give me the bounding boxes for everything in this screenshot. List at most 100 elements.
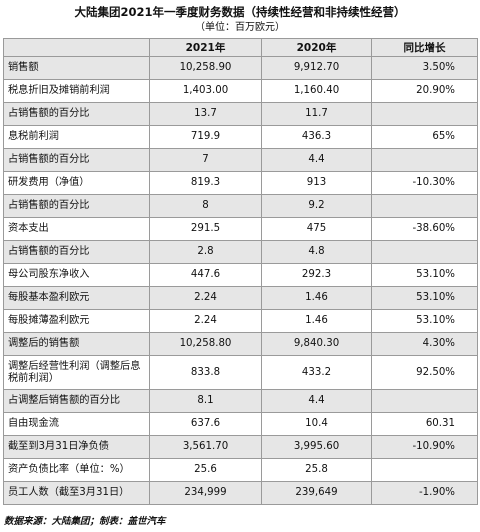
unit-note: （单位：百万欧元） bbox=[195, 22, 285, 33]
table-row: 调整后经营性利润（调整后息税前利润） 833.8 433.2 92.50% bbox=[3, 355, 478, 390]
row-label: 每股基本盈利欧元 bbox=[3, 286, 150, 310]
value-yoy: 4.30% bbox=[371, 332, 478, 356]
table-row: 销售额 10,258.90 9,912.70 3.50% bbox=[3, 56, 478, 80]
value-2020: 436.3 bbox=[261, 125, 372, 149]
value-2020: 9,840.30 bbox=[261, 332, 372, 356]
value-2021: 10,258.90 bbox=[149, 56, 262, 80]
value-2020: 11.7 bbox=[261, 102, 372, 126]
value-2021: 7 bbox=[149, 148, 262, 172]
value-yoy: -10.90% bbox=[371, 435, 478, 459]
row-label: 截至到3月31日净负债 bbox=[3, 435, 150, 459]
value-2021: 833.8 bbox=[149, 355, 262, 390]
table-row: 调整后的销售额 10,258.80 9,840.30 4.30% bbox=[3, 332, 478, 356]
value-2021: 13.7 bbox=[149, 102, 262, 126]
row-label: 占销售额的百分比 bbox=[3, 240, 150, 264]
table-row: 占销售额的百分比 13.7 11.7 bbox=[3, 102, 478, 126]
value-2021: 1,403.00 bbox=[149, 79, 262, 103]
value-2020: 292.3 bbox=[261, 263, 372, 287]
value-yoy: -38.60% bbox=[371, 217, 478, 241]
table-row: 占销售额的百分比 7 4.4 bbox=[3, 148, 478, 172]
table-row: 每股摊薄盈利欧元 2.24 1.46 53.10% bbox=[3, 309, 478, 333]
value-yoy: -10.30% bbox=[371, 171, 478, 195]
table-row: 每股基本盈利欧元 2.24 1.46 53.10% bbox=[3, 286, 478, 310]
table-row: 资本支出 291.5 475 -38.60% bbox=[3, 217, 478, 241]
value-yoy: 65% bbox=[371, 125, 478, 149]
value-yoy bbox=[371, 102, 478, 126]
value-2021: 2.24 bbox=[149, 286, 262, 310]
column-header-yoy: 同比增长 bbox=[371, 38, 478, 57]
value-yoy: 92.50% bbox=[371, 355, 478, 390]
value-yoy bbox=[371, 148, 478, 172]
value-2020: 10.4 bbox=[261, 412, 372, 436]
value-2021: 2.8 bbox=[149, 240, 262, 264]
table-row: 占调整后销售额的百分比 8.1 4.4 bbox=[3, 389, 478, 413]
row-label: 占销售额的百分比 bbox=[3, 194, 150, 218]
row-label: 每股摊薄盈利欧元 bbox=[3, 309, 150, 333]
value-2021: 3,561.70 bbox=[149, 435, 262, 459]
value-2020: 239,649 bbox=[261, 481, 372, 505]
table-row: 占销售额的百分比 2.8 4.8 bbox=[3, 240, 478, 264]
value-yoy: 53.10% bbox=[371, 286, 478, 310]
table-row: 员工人数（截至3月31日） 234,999 239,649 -1.90% bbox=[3, 481, 478, 505]
value-2021: 291.5 bbox=[149, 217, 262, 241]
value-2020: 3,995.60 bbox=[261, 435, 372, 459]
table-row: 资产负债比率（单位：%） 25.6 25.8 bbox=[3, 458, 478, 482]
value-2021: 637.6 bbox=[149, 412, 262, 436]
row-label: 自由现金流 bbox=[3, 412, 150, 436]
row-label: 息税前利润 bbox=[3, 125, 150, 149]
value-2020: 1,160.40 bbox=[261, 79, 372, 103]
row-label: 税息折旧及摊销前利润 bbox=[3, 79, 150, 103]
column-header-label bbox=[3, 38, 150, 57]
column-header-2021: 2021年 bbox=[149, 38, 262, 57]
value-yoy: 53.10% bbox=[371, 263, 478, 287]
row-label: 销售额 bbox=[3, 56, 150, 80]
value-2021: 447.6 bbox=[149, 263, 262, 287]
row-label: 资本支出 bbox=[3, 217, 150, 241]
value-2021: 819.3 bbox=[149, 171, 262, 195]
value-yoy bbox=[371, 458, 478, 482]
table-body: 销售额 10,258.90 9,912.70 3.50% 税息折旧及摊销前利润 1,403… bbox=[3, 56, 478, 505]
value-2020: 433.2 bbox=[261, 355, 372, 390]
row-label: 资产负债比率（单位：%） bbox=[3, 458, 150, 482]
table-header-row: 2021年 2020年 同比增长 bbox=[3, 38, 478, 57]
value-2020: 4.8 bbox=[261, 240, 372, 264]
value-yoy: 53.10% bbox=[371, 309, 478, 333]
value-2020: 1.46 bbox=[261, 309, 372, 333]
value-2021: 234,999 bbox=[149, 481, 262, 505]
table-row: 税息折旧及摊销前利润 1,403.00 1,160.40 20.90% bbox=[3, 79, 478, 103]
source-note: 数据来源：大陆集团；制表：盖世汽车 bbox=[4, 516, 166, 527]
table-row: 截至到3月31日净负债 3,561.70 3,995.60 -10.90% bbox=[3, 435, 478, 459]
value-2021: 719.9 bbox=[149, 125, 262, 149]
value-2021: 10,258.80 bbox=[149, 332, 262, 356]
value-2020: 913 bbox=[261, 171, 372, 195]
value-yoy bbox=[371, 240, 478, 264]
value-2020: 9.2 bbox=[261, 194, 372, 218]
value-2020: 25.8 bbox=[261, 458, 372, 482]
row-label: 母公司股东净收入 bbox=[3, 263, 150, 287]
row-label: 占销售额的百分比 bbox=[3, 148, 150, 172]
table-row: 研发费用（净值） 819.3 913 -10.30% bbox=[3, 171, 478, 195]
value-2020: 1.46 bbox=[261, 286, 372, 310]
financial-table: 2021年 2020年 同比增长 销售额 10,258.90 9,912.70 3.5… bbox=[3, 38, 478, 505]
value-2021: 2.24 bbox=[149, 309, 262, 333]
value-yoy: 60.31 bbox=[371, 412, 478, 436]
table-row: 息税前利润 719.9 436.3 65% bbox=[3, 125, 478, 149]
value-2021: 25.6 bbox=[149, 458, 262, 482]
value-2021: 8.1 bbox=[149, 389, 262, 413]
value-2020: 475 bbox=[261, 217, 372, 241]
column-header-2020: 2020年 bbox=[261, 38, 372, 57]
row-label: 占销售额的百分比 bbox=[3, 102, 150, 126]
value-yoy: -1.90% bbox=[371, 481, 478, 505]
table-row: 母公司股东净收入 447.6 292.3 53.10% bbox=[3, 263, 478, 287]
value-2021: 8 bbox=[149, 194, 262, 218]
table-row: 占销售额的百分比 8 9.2 bbox=[3, 194, 478, 218]
table-row: 自由现金流 637.6 10.4 60.31 bbox=[3, 412, 478, 436]
value-2020: 4.4 bbox=[261, 389, 372, 413]
row-label: 员工人数（截至3月31日） bbox=[3, 481, 150, 505]
value-2020: 9,912.70 bbox=[261, 56, 372, 80]
value-yoy: 20.90% bbox=[371, 79, 478, 103]
value-yoy: 3.50% bbox=[371, 56, 478, 80]
document-title: 大陆集团2021年一季度财务数据（持续性经营和非持续性经营） bbox=[74, 5, 406, 19]
value-yoy bbox=[371, 194, 478, 218]
